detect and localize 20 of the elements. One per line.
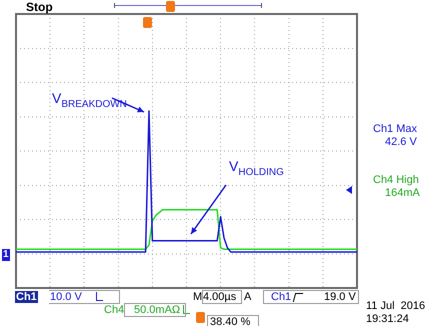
- text: Ch4: [104, 304, 124, 316]
- text: 1: [2, 249, 10, 261]
- text: 38.40 %: [210, 316, 250, 326]
- text: 19.0 V: [324, 291, 356, 303]
- text: Stop: [26, 0, 53, 14]
- text: 164mA: [385, 187, 420, 199]
- text: V$_{BREAKDOWN}$: [52, 90, 127, 111]
- text: Ch1: [271, 291, 292, 303]
- annotation: V$_{HOLDING}$: [229, 158, 284, 179]
- text: Ch4 High: [373, 174, 419, 186]
- text: 19:31:24: [366, 313, 409, 325]
- text: Ch1: [15, 291, 38, 303]
- text: 4.00µs: [203, 291, 236, 303]
- text: 10.0 V: [50, 291, 82, 303]
- text: Ch1 Max: [373, 123, 418, 135]
- text: 42.6 V: [385, 136, 417, 148]
- text: 50.0mAΩ: [134, 304, 180, 316]
- text: 11 Jul 2016: [366, 300, 426, 312]
- text: A: [244, 291, 252, 303]
- text: M: [193, 291, 202, 303]
